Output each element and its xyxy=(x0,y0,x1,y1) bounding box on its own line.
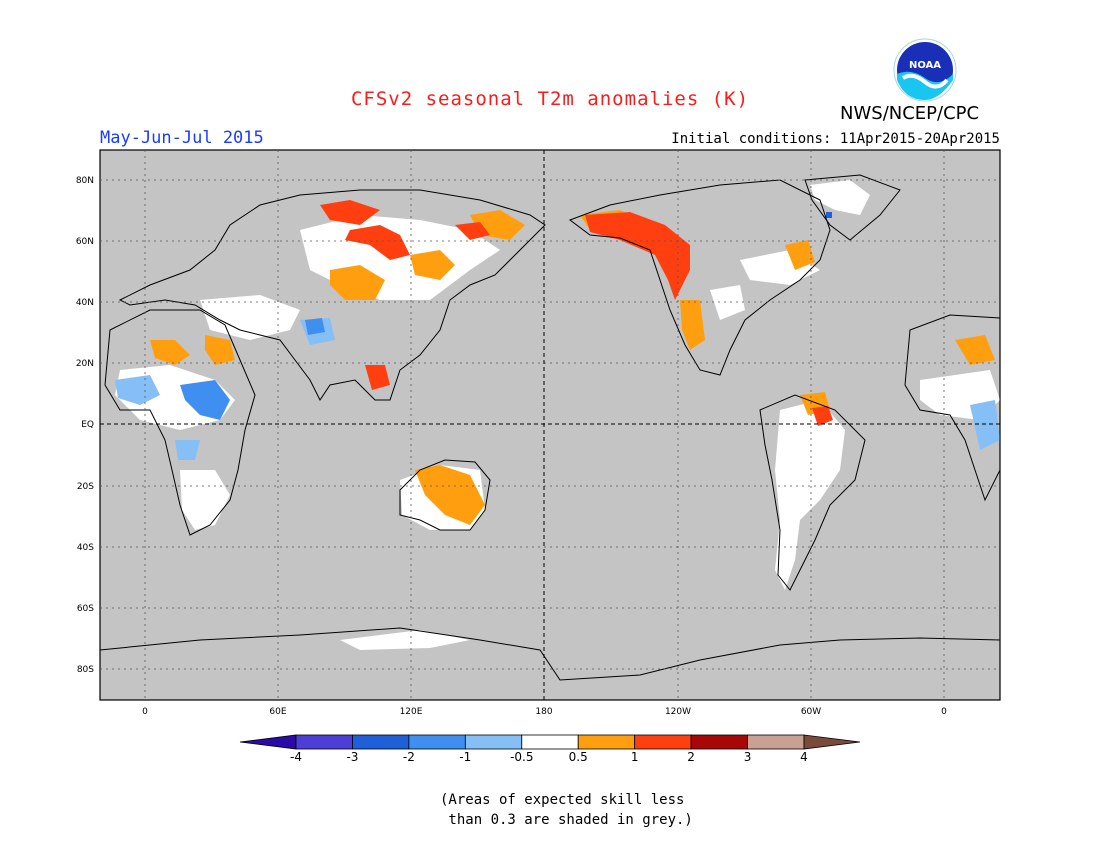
lat-label: 40N xyxy=(76,298,94,308)
initial-conditions-label: Initial conditions: 11Apr2015-20Apr2015 xyxy=(671,131,1000,147)
noaa-logo-text: NOAA xyxy=(909,60,941,71)
strong-cold-anomaly-regions xyxy=(180,318,325,420)
lon-label: 180 xyxy=(535,707,552,717)
coastlines xyxy=(99,174,1001,681)
colorbar-swatch xyxy=(521,734,579,750)
colorbar-swatch xyxy=(352,734,410,750)
colorbar-label: -2 xyxy=(403,750,415,764)
lon-label: 60E xyxy=(269,707,286,717)
colorbar xyxy=(239,734,861,750)
colorbar-swatch xyxy=(634,734,692,750)
season-label: May-Jun-Jul 2015 xyxy=(100,128,264,148)
colorbar-swatch xyxy=(239,734,297,750)
skill-note: (Areas of expected skill less than 0.3 a… xyxy=(440,792,693,828)
colorbar-swatch xyxy=(464,734,523,750)
colorbar-swatch xyxy=(408,734,466,750)
lon-label: 0 xyxy=(941,707,947,717)
reference-lines xyxy=(100,150,1000,700)
lat-label: 40S xyxy=(77,543,94,553)
lat-label: 60S xyxy=(77,604,94,614)
lat-label: 80N xyxy=(76,176,94,186)
colorbar-swatch xyxy=(803,734,861,750)
colorbar-label: -1 xyxy=(459,750,471,764)
colorbar-label: 0.5 xyxy=(569,750,588,764)
agency-label: NWS/NCEP/CPC xyxy=(840,103,980,124)
lon-label: 120E xyxy=(400,707,423,717)
map-background xyxy=(99,149,1001,701)
colorbar-label: 4 xyxy=(800,750,808,764)
colorbar-label: -3 xyxy=(346,750,358,764)
colorbar-label: 1 xyxy=(631,750,639,764)
lat-label: 20N xyxy=(76,359,94,369)
lon-label: 120W xyxy=(665,707,691,717)
lat-label: 80S xyxy=(77,665,94,675)
colorbar-label: 2 xyxy=(687,750,695,764)
lat-label: 60N xyxy=(76,237,94,247)
strong-warm-anomaly-regions xyxy=(320,200,833,426)
lat-label: EQ xyxy=(81,420,94,430)
colorbar-label: -0.5 xyxy=(510,750,533,764)
colorbar-swatch xyxy=(690,734,748,750)
lat-label: 20S xyxy=(77,482,94,492)
greenland-cold-spot xyxy=(826,212,832,218)
graticule xyxy=(100,150,1000,700)
colorbar-swatch xyxy=(747,734,805,750)
colorbar-label: 3 xyxy=(744,750,752,764)
lon-label: 60W xyxy=(801,707,821,717)
colorbar-swatch xyxy=(577,734,636,750)
lon-label: 0 xyxy=(142,707,148,717)
noaa-logo: NOAA xyxy=(893,38,957,102)
colorbar-label: -4 xyxy=(290,750,302,764)
colorbar-swatch xyxy=(295,734,353,750)
map-title: CFSv2 seasonal T2m anomalies (K) xyxy=(350,88,750,110)
